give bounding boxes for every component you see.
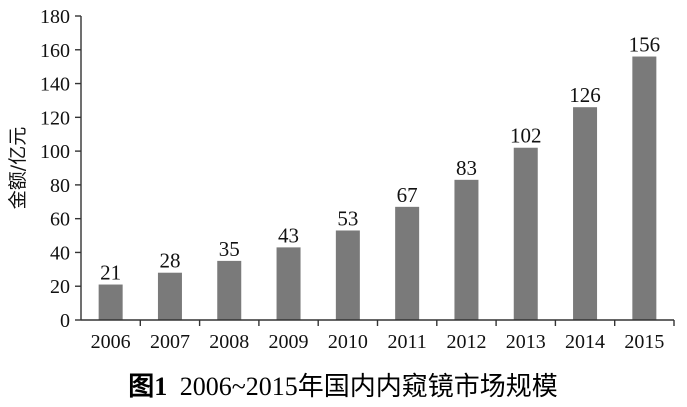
- y-tick-label: 120: [40, 107, 70, 129]
- bar-value-label-2012: 83: [456, 156, 477, 180]
- bar-value-label-2009: 43: [278, 223, 299, 247]
- x-tick-label-2011: 2011: [388, 331, 427, 353]
- y-tick-label: 100: [40, 141, 70, 163]
- bar-value-label-2015: 156: [629, 33, 661, 57]
- bar-2012: [454, 179, 479, 320]
- y-tick-label: 20: [50, 276, 70, 298]
- bar-2010: [335, 230, 360, 320]
- x-tick-label-2009: 2009: [269, 331, 309, 353]
- bar-value-label-2011: 67: [397, 183, 418, 207]
- bar-value-label-2010: 53: [337, 206, 358, 230]
- y-axis-ticks: 0 20 40 60 80 100 120 140 160 180: [40, 6, 81, 332]
- bar-value-label-2008: 35: [219, 237, 240, 261]
- bar-2009: [276, 247, 301, 320]
- x-tick-label-2014: 2014: [565, 331, 605, 353]
- bar-2014: [573, 107, 598, 320]
- y-tick-label: 80: [50, 175, 70, 197]
- bar-value-label-2006: 21: [100, 261, 121, 285]
- figure-caption: 图1 2006~2015年国内内窥镜市场规模: [128, 372, 558, 401]
- y-tick-label: 60: [50, 209, 70, 231]
- x-tick-label-2013: 2013: [506, 331, 546, 353]
- x-tick-label-2012: 2012: [446, 331, 486, 353]
- bar-value-label-2014: 126: [569, 83, 601, 107]
- x-tick-label-2007: 2007: [150, 331, 190, 353]
- bar-2013: [513, 147, 538, 320]
- bar-2015: [632, 56, 657, 321]
- bar-value-labels: 21 28 35 43 53 67 83 102 126 156: [100, 33, 660, 285]
- bar-2008: [217, 260, 242, 320]
- y-tick-label: 0: [60, 310, 70, 332]
- y-tick-label: 140: [40, 74, 70, 96]
- y-tick-label: 180: [40, 6, 70, 28]
- bar-2007: [157, 272, 182, 320]
- bar-value-label-2013: 102: [510, 124, 542, 148]
- x-axis-ticks: 2006 2007 2008 2009 2010 2011 2012 2013 2014 2015: [91, 320, 675, 353]
- bar-2011: [395, 206, 420, 320]
- figure-caption-label: 图1: [128, 372, 167, 401]
- x-tick-label-2010: 2010: [328, 331, 368, 353]
- figure-caption-text: 2006~2015年国内内窥镜市场规模: [180, 372, 558, 401]
- x-tick-label-2015: 2015: [624, 331, 664, 353]
- bar-value-label-2007: 28: [159, 249, 180, 273]
- y-tick-label: 40: [50, 242, 70, 264]
- y-tick-label: 160: [40, 40, 70, 62]
- x-tick-label-2006: 2006: [91, 331, 131, 353]
- bar-2006: [98, 284, 123, 320]
- bars: [98, 56, 657, 321]
- y-axis-title: 金额/亿元: [7, 127, 29, 209]
- x-tick-label-2008: 2008: [209, 331, 249, 353]
